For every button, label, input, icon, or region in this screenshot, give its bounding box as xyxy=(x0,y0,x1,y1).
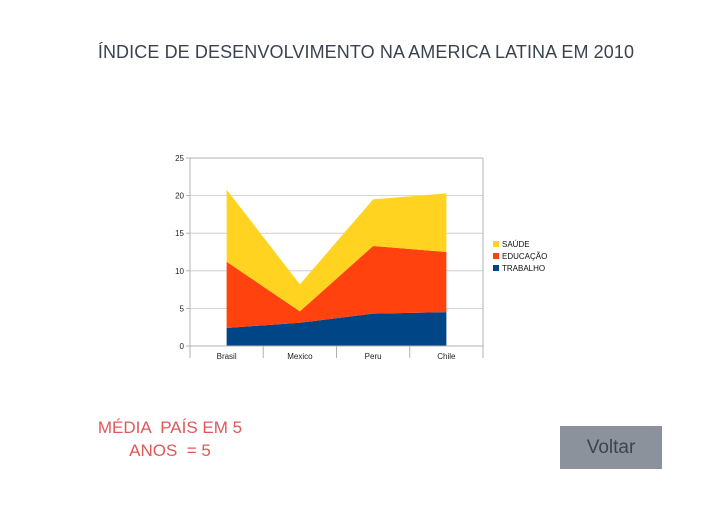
y-tick-label-20: 20 xyxy=(175,192,184,201)
y-tick-label-5: 5 xyxy=(180,304,185,313)
legend-label-educação: EDUCAÇÃO xyxy=(502,252,547,261)
average-note-line1: MÉDIA PAÍS EM 5 xyxy=(97,418,243,437)
legend-label-saúde: SAÚDE xyxy=(502,240,530,249)
x-tick-label-peru: Peru xyxy=(365,352,382,361)
area-saúde xyxy=(226,189,447,312)
average-note-line2: ANOS = 5 xyxy=(129,441,211,460)
y-tick-labels: 0 5 10 15 20 25 xyxy=(175,154,184,351)
back-button[interactable]: Voltar xyxy=(560,426,662,469)
x-tick-labels: Brasil Mexico Peru Chile xyxy=(217,352,456,361)
area-educação xyxy=(226,245,447,328)
legend-swatch-trabalho xyxy=(493,265,499,271)
page-title: ÍNDICE DE DESENVOLVIMENTO NA AMERICA LAT… xyxy=(97,42,635,62)
average-note: MÉDIA PAÍS EM 5 ANOS = 5 xyxy=(70,416,270,462)
legend: SAÚDE EDUCAÇÃO TRABALHO xyxy=(493,240,547,273)
y-tick-label-15: 15 xyxy=(175,229,184,238)
y-tick-label-25: 25 xyxy=(175,154,184,163)
stacked-area-chart: 0 5 10 15 20 25 Brasil Mexico Peru Chile SAÚDE ED… xyxy=(175,154,547,361)
axes xyxy=(186,157,484,358)
y-tick-label-0: 0 xyxy=(180,342,185,351)
area-trabalho xyxy=(226,312,447,346)
legend-swatch-saúde xyxy=(493,241,499,247)
legend-swatch-educação xyxy=(493,253,499,259)
x-tick-label-mexico: Mexico xyxy=(287,352,313,361)
x-tick-label-chile: Chile xyxy=(437,352,456,361)
area-series xyxy=(226,189,447,346)
y-tick-label-10: 10 xyxy=(175,267,184,276)
legend-label-trabalho: TRABALHO xyxy=(502,264,545,273)
x-tick-label-brasil: Brasil xyxy=(217,352,237,361)
